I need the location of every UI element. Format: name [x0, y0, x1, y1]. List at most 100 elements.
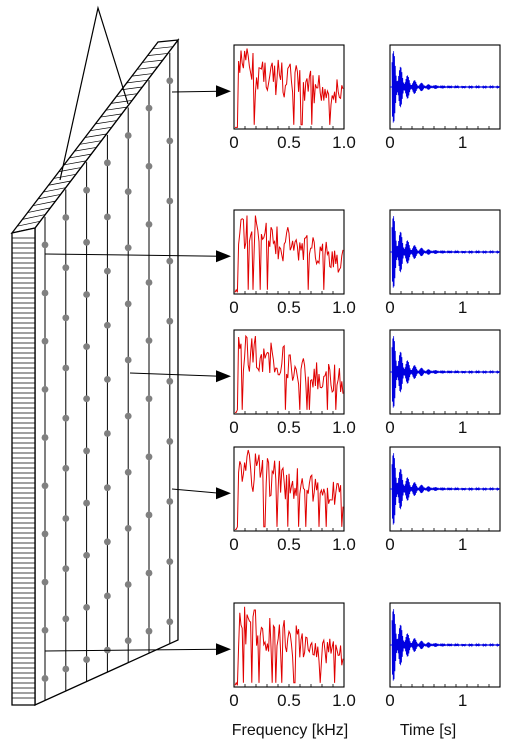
plate-top-hatch [43, 187, 66, 193]
freq-tick-label: 0 [229, 535, 238, 554]
sensor-dot [124, 132, 132, 139]
plate-top-hatch [100, 113, 122, 118]
sensor-dot [166, 618, 174, 626]
plate-top-hatch [74, 147, 97, 152]
plate-top-hatch [38, 194, 61, 200]
freq-tick-label: 0 [229, 298, 238, 317]
sensor-dot [145, 511, 153, 519]
sensor-dot [62, 615, 70, 623]
sensor-dot [41, 337, 49, 345]
sensor-dot [62, 515, 70, 522]
arrow-head [216, 370, 231, 383]
sensor-dot [104, 484, 111, 492]
signal-panels: 0 0.5 1.0 0 1 0 0.5 1.0 0 1 0 0.5 1.0 0 1 0 0.5 1.0 0 1 0 0.5… [229, 44, 501, 710]
sensor-dot [166, 498, 174, 505]
arrow-line [171, 488, 221, 494]
panel-row-5: 0 0.5 1.0 0 1 [229, 602, 501, 710]
sensor-dot [104, 592, 111, 600]
freq-tick-label: 0 [229, 133, 238, 152]
plate-top-hatch [48, 180, 71, 186]
time-tick-label: 1 [458, 691, 467, 710]
sensor-dot [124, 637, 132, 645]
freq-tick-label: 0.5 [277, 133, 301, 152]
freq-tick-label: 0 [229, 691, 238, 710]
arrow-line [44, 648, 221, 652]
sensor-dot [166, 438, 174, 445]
sensor-dot [124, 244, 132, 252]
time-tick-label: 0 [385, 691, 394, 710]
sensor-dot [124, 300, 132, 308]
sensor-dot [124, 468, 132, 476]
plate-top-hatch [142, 59, 163, 63]
freq-tick-label: 0.5 [277, 298, 301, 317]
plate-top-hatch [22, 214, 46, 220]
sensor-dot [83, 499, 90, 507]
sensor-dot [83, 238, 90, 246]
sensor-dot [124, 356, 132, 364]
vibrating-plate [10, 5, 180, 707]
panel-row-3: 0 0.5 1.0 0 1 [229, 329, 501, 437]
arrow-line [129, 372, 221, 377]
plate-top-hatch [95, 120, 117, 125]
plate-top-hatch [53, 173, 76, 179]
sensor-dot [62, 314, 70, 322]
sensor-dot [166, 197, 174, 205]
plate-front-face [34, 38, 179, 707]
sensor-dot [166, 137, 174, 145]
sensor-dot [104, 375, 111, 383]
sensor-dot [166, 377, 174, 385]
arrow-head [216, 487, 231, 500]
plate-side-edge [11, 227, 36, 706]
sensor-dot [41, 434, 49, 441]
sensor-dot [166, 558, 174, 566]
time-tick-label: 0 [385, 133, 394, 152]
sensor-dot [62, 665, 70, 673]
panel-row-1: 0 0.5 1.0 0 1 [229, 44, 501, 152]
sensor-dot [41, 530, 49, 538]
plate-top-hatch [137, 66, 158, 70]
sensor-dot [62, 364, 70, 372]
panel-row-2: 0 0.5 1.0 0 1 [229, 209, 501, 317]
plate-top-hatch [147, 53, 168, 56]
sensor-dot [41, 385, 49, 393]
plate-top-hatch [79, 140, 102, 145]
time-tick-label: 0 [385, 298, 394, 317]
sensor-dot [145, 337, 153, 344]
sensor-dot [124, 412, 132, 420]
sensor-dot [41, 578, 49, 586]
freq-tick-label: 0 [229, 418, 238, 437]
frequency-trace [234, 606, 344, 686]
plate-top-hatch [64, 160, 87, 166]
time-tick-label: 1 [458, 418, 467, 437]
arrow-head [216, 85, 231, 98]
freq-tick-label: 1.0 [332, 535, 356, 554]
sensor-dot [104, 430, 111, 437]
sensor-dot [104, 159, 111, 167]
sensor-dot [83, 291, 90, 298]
plate-top-hatch [152, 46, 173, 50]
sensor-dot [62, 565, 70, 573]
sensor-dot [104, 267, 111, 275]
sensor-dot [83, 551, 90, 559]
sensor-dot [41, 289, 49, 297]
freq-tick-label: 1.0 [332, 691, 356, 710]
freq-tick-label: 1.0 [332, 298, 356, 317]
sensor-dot [83, 447, 90, 455]
plate-top-hatch [116, 93, 138, 97]
sensor-dot [145, 395, 153, 403]
sensor-dot [104, 321, 111, 329]
sensor-dot [145, 220, 153, 228]
plate-top-hatch [105, 106, 127, 111]
sensor-dot [145, 104, 153, 112]
plate-top-hatch [126, 79, 148, 84]
sensor-dot [62, 414, 70, 422]
plate-top-hatch [84, 133, 107, 138]
arrow-line [44, 253, 221, 257]
sensor-dot [104, 213, 111, 221]
plate-top-hatch [90, 126, 112, 132]
sensor-dot [166, 77, 174, 85]
sensor-dot [166, 257, 174, 265]
sensor-dot [124, 581, 132, 588]
time-tick-label: 1 [458, 298, 467, 317]
time-tick-label: 1 [458, 535, 467, 554]
